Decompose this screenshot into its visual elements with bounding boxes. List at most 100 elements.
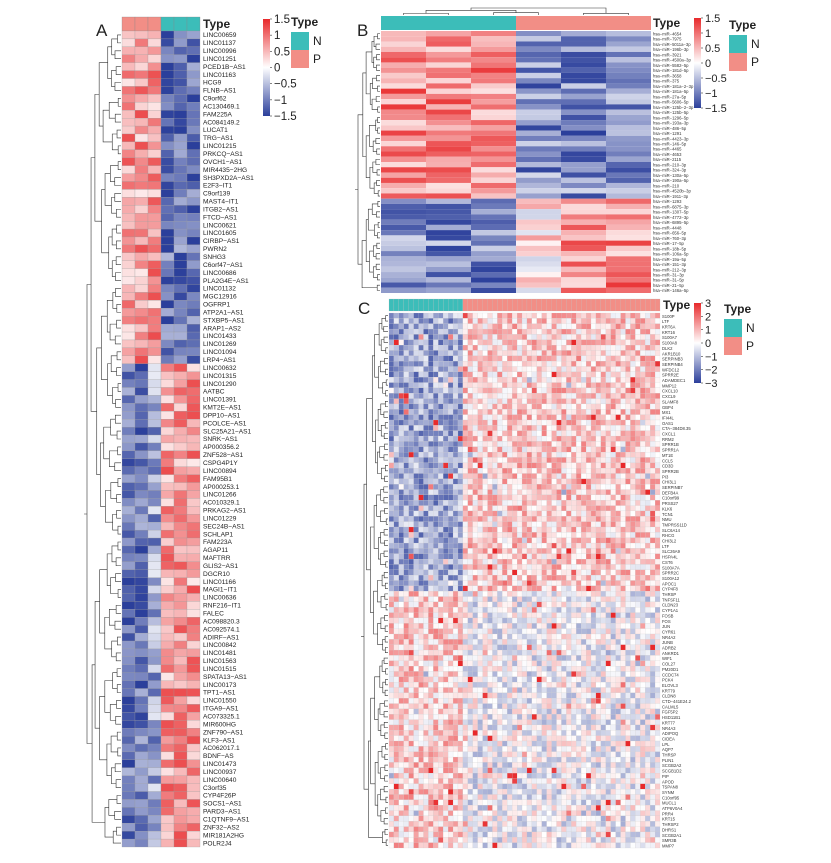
- row-label: PWRN2: [203, 246, 227, 253]
- heatmap-cell: [426, 219, 471, 225]
- heatmap-cell: [443, 644, 449, 651]
- heatmap-cell: [600, 473, 606, 479]
- heatmap-cell: [418, 548, 424, 554]
- heatmap-cell: [160, 751, 175, 760]
- heatmap-cell: [536, 382, 542, 388]
- heatmap-cell: [487, 312, 493, 319]
- heatmap-cell: [398, 516, 404, 522]
- heatmap-cell: [645, 339, 651, 346]
- heatmap-cell: [561, 580, 567, 586]
- legend-swatch-N: [291, 32, 309, 50]
- heatmap-cell: [487, 473, 493, 479]
- heatmap-cell: [393, 548, 399, 554]
- heatmap-cell: [160, 537, 175, 547]
- heatmap-cell: [561, 409, 567, 415]
- heatmap-cell: [640, 617, 646, 624]
- heatmap-cell: [457, 526, 463, 533]
- heatmap-cell: [173, 403, 188, 412]
- heatmap-cell: [482, 468, 488, 474]
- heatmap-cell: [393, 644, 399, 651]
- heatmap-cell: [521, 414, 528, 421]
- heatmap-cell: [561, 548, 567, 554]
- heatmap-cell: [482, 585, 488, 592]
- heatmap-cell: [418, 312, 424, 319]
- heatmap-cell: [393, 489, 399, 495]
- heatmap-cell: [448, 585, 454, 592]
- heatmap-cell: [556, 398, 562, 405]
- heatmap-cell: [645, 462, 651, 469]
- heatmap-cell: [121, 70, 136, 79]
- heatmap-cell: [526, 419, 532, 426]
- heatmap-cell: [398, 441, 404, 447]
- heatmap-cell: [428, 425, 434, 431]
- heatmap-cell: [433, 355, 439, 362]
- heatmap-cell: [561, 141, 606, 147]
- heatmap-cell: [541, 371, 547, 378]
- row-label: AP000253.1: [203, 484, 240, 491]
- heatmap-cell: [551, 409, 557, 415]
- heatmap-cell: [418, 366, 424, 372]
- heatmap-cell: [576, 425, 582, 431]
- annotation-cell: [423, 298, 429, 312]
- heatmap-cell: [630, 334, 636, 340]
- heatmap-cell: [561, 209, 606, 215]
- heatmap-cell: [408, 473, 414, 479]
- heatmap-cell: [413, 393, 419, 399]
- heatmap-cell: [551, 441, 557, 447]
- heatmap-cell: [408, 345, 414, 351]
- annotation-cell: [630, 298, 636, 312]
- heatmap-cell: [630, 542, 636, 549]
- heatmap-cell: [443, 328, 449, 335]
- heatmap-cell: [186, 300, 201, 309]
- row-label: NR4A2: [662, 635, 676, 640]
- heatmap-cell: [472, 328, 478, 335]
- heatmap-cell: [186, 553, 201, 562]
- heatmap-cell: [426, 177, 471, 183]
- heatmap-cell: [398, 409, 404, 415]
- heatmap-cell: [586, 532, 592, 538]
- heatmap-cell: [497, 569, 503, 576]
- heatmap-cell: [620, 633, 626, 640]
- row-label: AC130469.1: [203, 103, 240, 110]
- heatmap-cell: [581, 462, 587, 469]
- heatmap-cell: [398, 559, 404, 565]
- row-label: C3orf35: [203, 785, 227, 792]
- heatmap-cell: [615, 457, 621, 463]
- heatmap-cell: [482, 414, 488, 421]
- heatmap-cell: [576, 452, 582, 458]
- heatmap-cell: [650, 542, 656, 549]
- heatmap-cell: [561, 104, 606, 110]
- heatmap-cell: [487, 644, 493, 651]
- heatmap-cell: [551, 345, 557, 351]
- heatmap-cell: [423, 559, 429, 565]
- heatmap-cell: [531, 441, 537, 447]
- heatmap-cell: [403, 580, 409, 586]
- heatmap-cell: [536, 532, 542, 538]
- heatmap-cell: [546, 655, 552, 661]
- heatmap-cell: [408, 452, 414, 458]
- heatmap-cell: [635, 484, 641, 490]
- heatmap-cell: [186, 149, 201, 158]
- heatmap-cell: [541, 559, 547, 565]
- heatmap-cell: [423, 569, 429, 576]
- heatmap-cell: [600, 419, 606, 426]
- heatmap-cell: [635, 569, 641, 576]
- annotation-cell: [556, 298, 562, 312]
- heatmap-cell: [566, 510, 572, 517]
- heatmap-cell: [428, 633, 434, 640]
- heatmap-cell: [541, 655, 547, 661]
- heatmap-cell: [516, 188, 561, 194]
- heatmap-cell: [472, 409, 478, 415]
- heatmap-cell: [576, 435, 582, 442]
- heatmap-cell: [448, 414, 454, 421]
- heatmap-cell: [571, 548, 577, 554]
- heatmap-cell: [482, 419, 488, 426]
- heatmap-cell: [477, 510, 483, 517]
- heatmap-cell: [502, 548, 508, 554]
- heatmap-cell: [512, 425, 518, 431]
- heatmap-cell: [462, 371, 468, 378]
- heatmap-cell: [173, 395, 188, 404]
- heatmap-cell: [393, 382, 399, 388]
- heatmap-cell: [487, 591, 493, 597]
- heatmap-cell: [426, 130, 471, 136]
